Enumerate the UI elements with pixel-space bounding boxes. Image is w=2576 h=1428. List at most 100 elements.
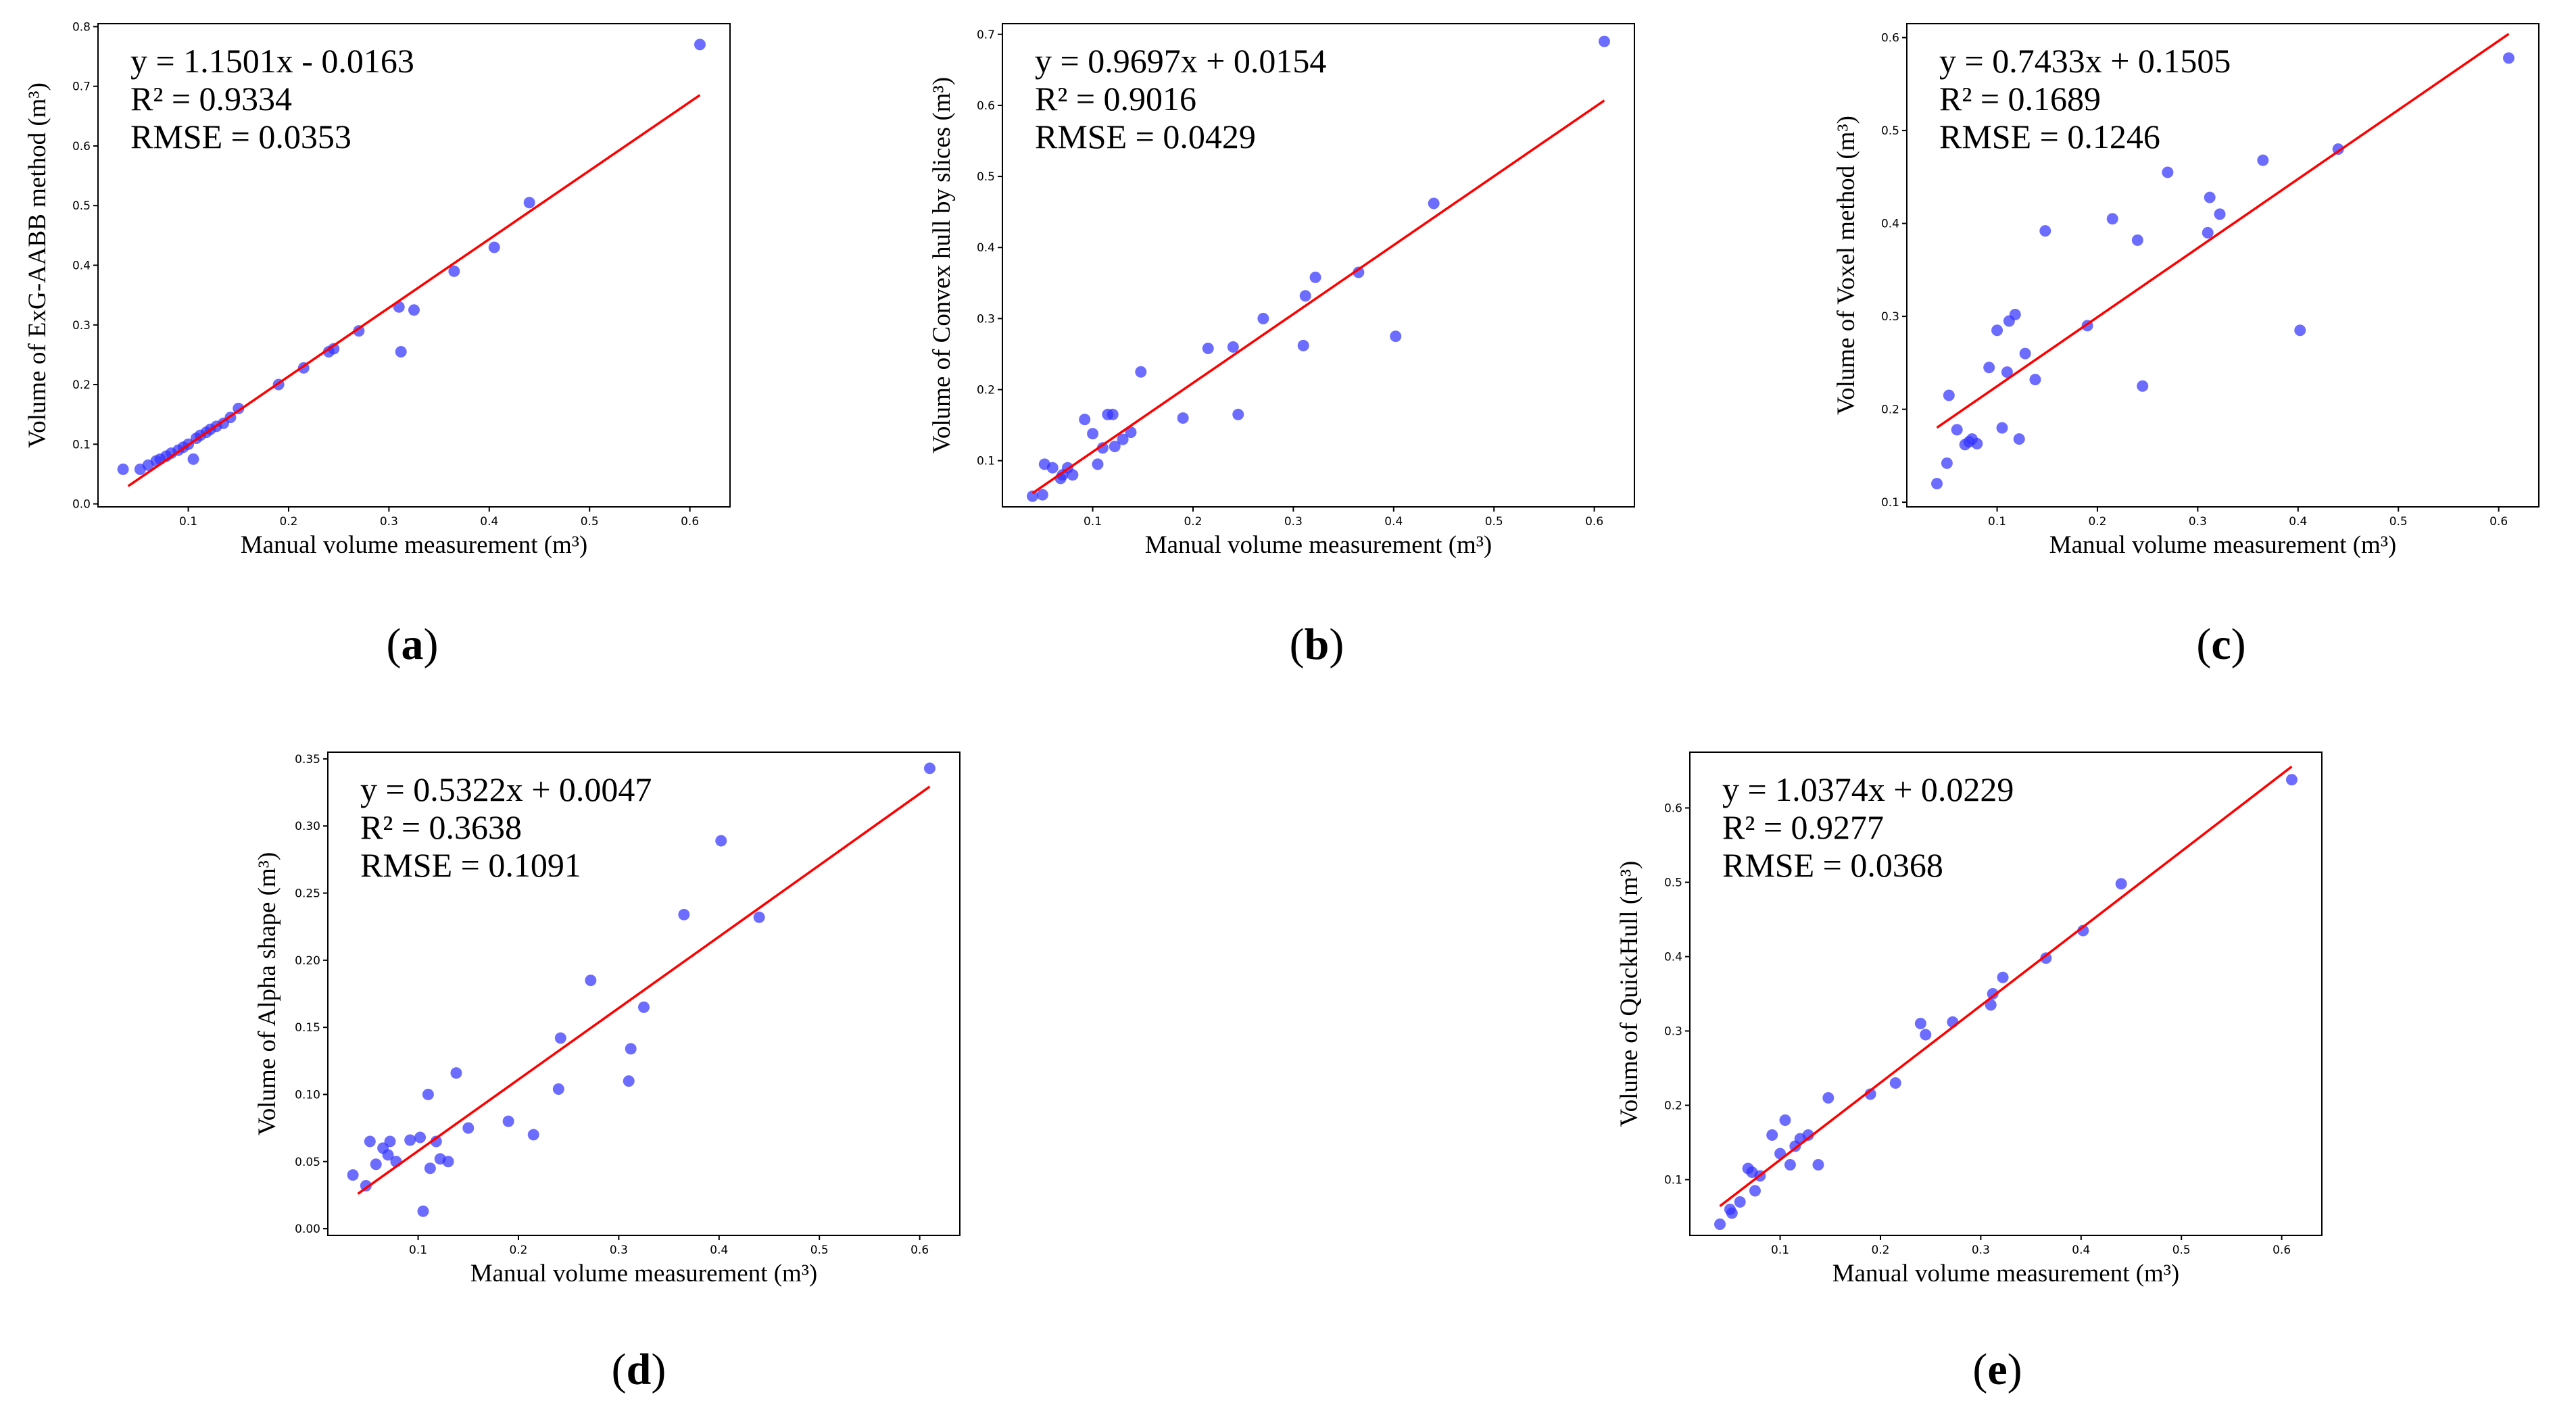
y-tick-label: 0.4 [72,260,91,273]
x-tick-label: 0.5 [2172,1244,2191,1257]
panel-label-b: (b) [1290,620,1344,669]
y-tick-label: 0.5 [977,170,995,184]
data-point [523,197,535,209]
panel-label-part: d [627,1345,652,1394]
data-point [1822,1092,1834,1104]
data-point [2285,774,2298,786]
data-point [488,241,500,253]
regression-line [357,785,931,1195]
data-point [753,911,765,923]
data-point [1996,422,2008,434]
data-point [527,1129,539,1141]
data-point [448,265,460,277]
y-tick-label: 0.2 [1881,403,1899,417]
y-tick-label: 0.1 [72,438,91,451]
x-tick-label: 0.1 [409,1244,427,1257]
data-point [1125,426,1137,439]
data-point [1036,489,1048,501]
y-axis-label: Volume of Convex hull by slices (m³) [928,77,956,453]
data-point [353,325,365,337]
x-axis-label: Manual volume measurement (m³) [1832,1260,2180,1287]
chart-panel-c: 0.1 0.2 0.3 0.4 0.5 0.6 0.1 0.2 0.3 0.4 0.5 0.6 Manu… [1832,23,2539,559]
x-tick-label: 0.1 [1771,1244,1789,1257]
x-tick-label: 0.6 [2489,515,2508,528]
data-point [1779,1114,1791,1126]
y-tick-label: 0.2 [1664,1100,1682,1113]
data-point [1766,1129,1778,1141]
y-tick-label: 0.1 [1881,496,1899,510]
data-point [502,1115,514,1127]
y-tick-label: 0.7 [977,28,995,42]
data-point [360,1180,372,1192]
data-point [1135,366,1147,378]
data-point [623,1075,635,1087]
regression-line [1936,32,2510,429]
data-point [2137,380,2149,392]
y-tick-label: 0.7 [72,80,91,94]
x-tick-label: 0.3 [1284,515,1303,528]
data-point [1598,35,1610,47]
panel-label-c: (c) [2196,620,2245,669]
x-tick-label: 0.3 [380,515,398,528]
data-point [1027,490,1039,502]
data-point [2131,234,2143,246]
data-point [1951,424,1963,436]
equation-annotation: RMSE = 0.0353 [130,118,351,155]
data-point [1297,339,1309,351]
x-tick-label: 0.3 [1972,1244,1990,1257]
x-tick-label: 0.5 [581,515,599,528]
y-axis-label: Volume of ExG-AABB method (m³) [24,82,51,448]
data-point [625,1043,637,1055]
x-tick-label: 0.4 [1384,515,1403,528]
regression-line [1031,99,1605,495]
panel-label-part: ) [424,620,439,669]
data-point [1232,408,1244,420]
data-point [408,304,420,316]
data-point [395,345,407,358]
data-point [1889,1077,1901,1089]
data-point [1983,362,1995,374]
panel-label-part: a [402,620,424,669]
x-tick-label: 0.2 [2088,515,2106,528]
data-point [2029,374,2041,386]
data-point [1177,412,1189,424]
y-tick-label: 0.4 [977,241,995,255]
data-point [424,1162,436,1175]
y-tick-label: 0.6 [72,140,91,153]
equation-annotation: RMSE = 0.0368 [1722,846,1943,884]
y-tick-label: 0.2 [72,378,91,392]
equation-annotation: y = 1.1501x - 0.0163 [130,42,414,80]
panel-label-d: (d) [612,1345,666,1394]
data-point [1092,458,1104,470]
data-point [1227,341,1239,353]
data-point [1920,1029,1932,1041]
data-point [1749,1185,1761,1197]
y-tick-label: 0.10 [295,1088,320,1102]
y-tick-label: 0.05 [295,1156,320,1169]
y-tick-label: 0.1 [977,455,995,468]
data-point [2019,347,2031,360]
data-point [417,1205,429,1217]
x-tick-label: 0.2 [509,1244,527,1257]
data-point [117,463,129,475]
plot-frame [327,752,961,1236]
panel-label-part: c [2211,620,2231,669]
data-point [585,975,597,987]
data-point [1079,414,1091,426]
x-tick-label: 0.5 [810,1244,829,1257]
equation-annotation: R² = 0.9277 [1722,808,1884,846]
x-tick-label: 0.4 [710,1244,728,1257]
data-point [2115,878,2127,890]
x-tick-label: 0.5 [2389,515,2408,528]
data-point [1914,1018,1926,1029]
data-point [384,1135,396,1148]
data-point [364,1135,376,1148]
y-tick-label: 0.35 [295,753,320,766]
x-tick-label: 0.6 [910,1244,929,1257]
x-tick-label: 0.1 [1988,515,2006,528]
data-point [430,1135,442,1148]
x-tick-label: 0.1 [179,515,197,528]
y-tick-label: 0.1 [1664,1174,1682,1187]
data-point [1812,1159,1824,1171]
data-point [1802,1129,1814,1141]
